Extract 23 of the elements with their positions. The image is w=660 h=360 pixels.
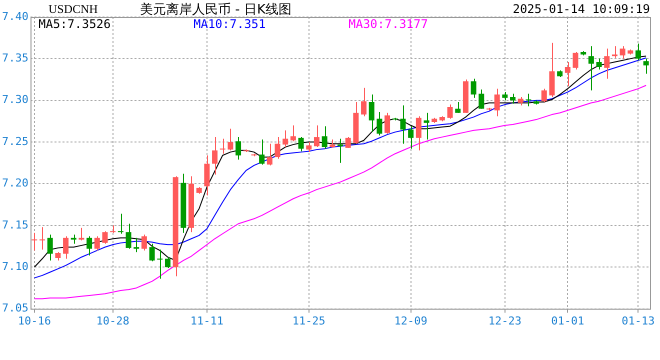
text: MA10:7.351 [193,17,266,32]
y-tick-label: 7.40 [2,10,28,23]
x-tick-label: 01-01 [551,314,584,328]
text: MA30:7.3177 [348,17,428,32]
x-tick-label: 10-16 [18,314,51,328]
x-tick-label: 10-28 [96,314,130,328]
y-tick-label: 7.10 [2,260,28,273]
x-tick-label: 01-13 [622,314,655,328]
y-tick-label: 7.20 [2,176,28,190]
x-tick-label: 12-23 [488,314,522,328]
y-tick-label: 7.25 [2,134,28,148]
text: MA5:7.3526 [38,17,111,32]
text: 2025-01-14 10:09:19 [512,2,650,16]
y-tick-label: 7.35 [2,52,28,65]
text: USDCNH [48,2,98,16]
y-tick-label: 7.30 [2,93,28,106]
x-tick-label: 11-25 [292,314,326,328]
chart-title: 美元离岸人民币 - 日K线图 [140,1,292,18]
candlestick [134,237,140,253]
y-tick-label: 7.05 [2,302,28,315]
y-tick-label: 7.15 [2,218,28,232]
x-tick-label: 11-11 [190,314,224,328]
x-tick-label: 12-09 [394,314,428,328]
